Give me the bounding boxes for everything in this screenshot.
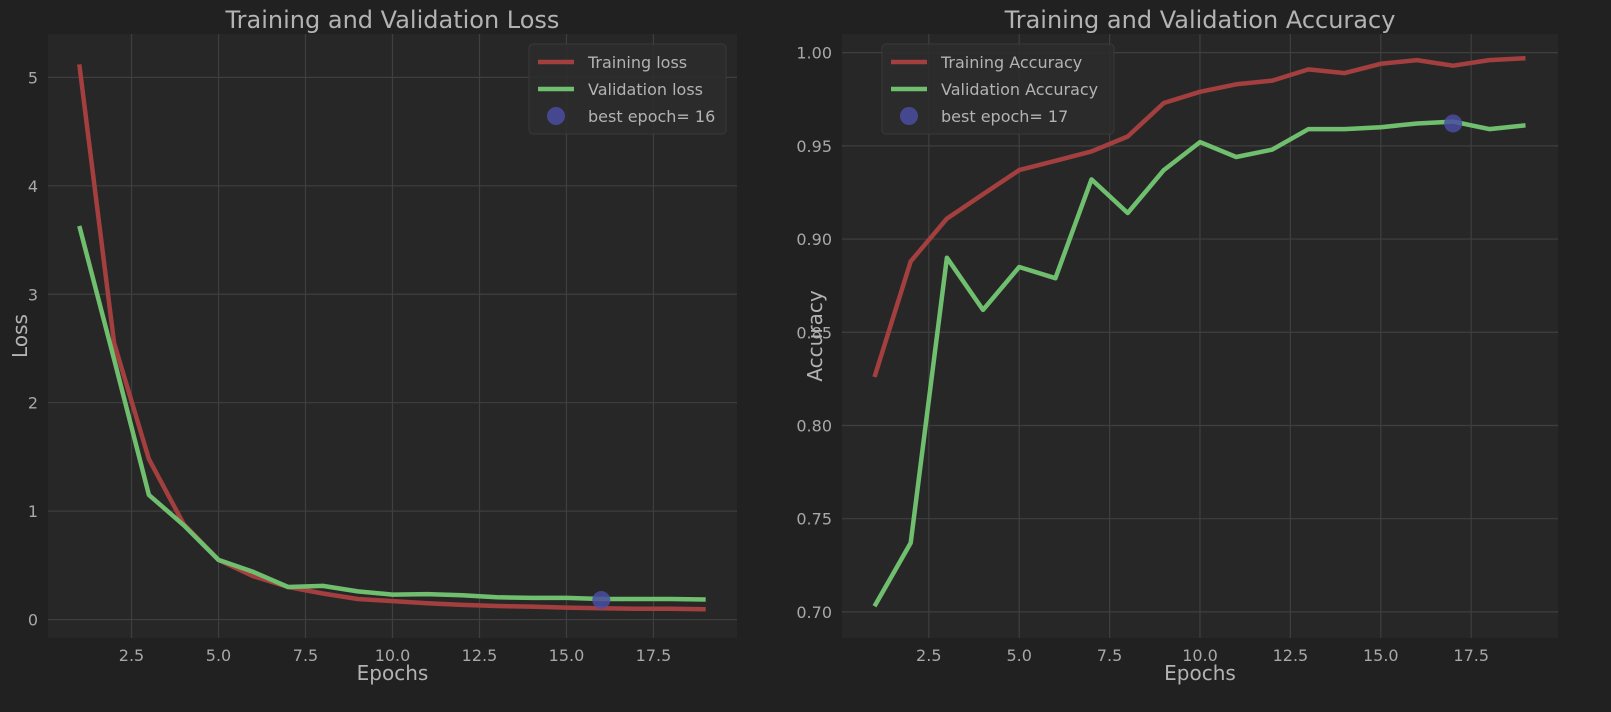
x-tick-label: 17.5 <box>636 646 672 665</box>
legend-label-best: best epoch= 17 <box>941 107 1068 126</box>
x-tick-label: 5.0 <box>206 646 231 665</box>
series-line-validation <box>872 119 1526 608</box>
x-tick-label: 15.0 <box>549 646 585 665</box>
series-line-training <box>872 55 1526 378</box>
legend-label-training: Training Accuracy <box>940 53 1082 72</box>
chart-panel-loss: 2.5 5.0 7.5 10.0 12.5 15.0 17.5 0 1 2 3 4 5 Training … <box>8 6 737 685</box>
y-tick-label: 1.00 <box>796 44 832 63</box>
chart-title: Training and Validation Accuracy <box>1004 6 1396 34</box>
y-tick-label: 0.90 <box>796 230 832 249</box>
chart-title: Training and Validation Loss <box>225 6 560 34</box>
x-tick-label: 12.5 <box>462 646 498 665</box>
x-tick-label: 2.5 <box>916 646 941 665</box>
legend-label-training: Training loss <box>587 53 687 72</box>
legend: Training Accuracy Validation Accuracy best… <box>881 43 1115 135</box>
x-tick-label: 15.0 <box>1363 646 1399 665</box>
legend-label-best: best epoch= 16 <box>588 107 715 126</box>
x-tick-label: 7.5 <box>293 646 318 665</box>
legend-label-validation: Validation loss <box>588 80 703 99</box>
x-axis-label: Epochs <box>357 661 429 685</box>
x-tick-label: 12.5 <box>1273 646 1309 665</box>
x-tick-label: 2.5 <box>119 646 144 665</box>
x-tick-label: 7.5 <box>1097 646 1122 665</box>
y-tick-label: 3 <box>28 285 38 304</box>
x-axis-label: Epochs <box>1164 661 1236 685</box>
y-tick-label: 0.85 <box>796 323 832 342</box>
y-tick-label: 2 <box>28 394 38 413</box>
legend-box <box>881 43 1115 135</box>
y-axis-label: Loss <box>8 314 32 358</box>
best-epoch-point <box>1444 114 1463 133</box>
y-tick-label: 5 <box>28 68 38 87</box>
y-tick-label: 0.95 <box>796 137 832 156</box>
x-tick-label: 17.5 <box>1453 646 1489 665</box>
x-tick-label: 5.0 <box>1006 646 1031 665</box>
y-tick-label: 0.75 <box>796 510 832 529</box>
y-tick-label: 0 <box>28 611 38 630</box>
legend-box <box>528 43 727 135</box>
y-axis-label: Accuracy <box>803 290 827 381</box>
legend-swatch-best <box>547 107 565 125</box>
x-tick-label: 10.0 <box>375 646 411 665</box>
chart-panel-accuracy: 2.5 5.0 7.5 10.0 12.5 15.0 17.5 0.70 0.75 0.80 0.8… <box>796 6 1558 685</box>
legend: Training loss Validation loss best epoch= … <box>528 43 727 135</box>
y-tick-label: 1 <box>28 502 38 521</box>
x-tick-label: 10.0 <box>1182 646 1218 665</box>
y-tick-label: 0.70 <box>796 603 832 622</box>
legend-swatch-best <box>900 107 918 125</box>
legend-label-validation: Validation Accuracy <box>941 80 1098 99</box>
best-epoch-point <box>592 591 611 610</box>
y-tick-label: 4 <box>28 177 38 196</box>
y-tick-label: 0.80 <box>796 416 832 435</box>
